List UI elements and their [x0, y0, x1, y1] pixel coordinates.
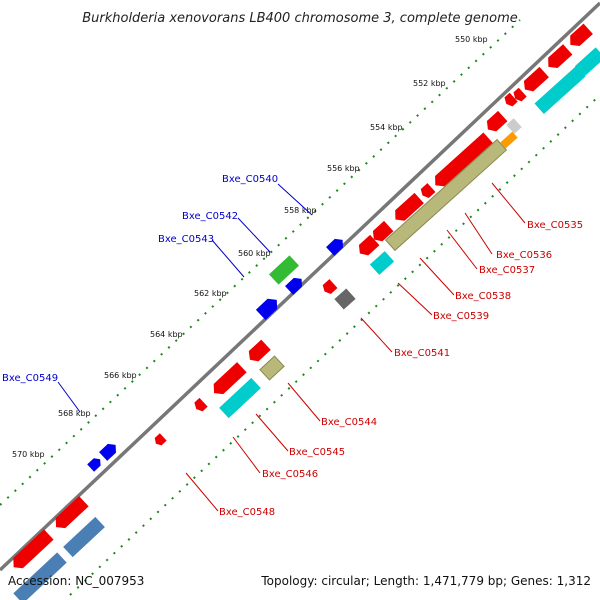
gene-arrow-cds[interactable]	[192, 397, 208, 414]
forward-features	[87, 235, 347, 472]
outer-tick-track	[0, 19, 521, 506]
gene-label-bxe-c0536[interactable]: Bxe_C0536	[496, 250, 552, 261]
tick-label: 566 kbp	[104, 371, 137, 380]
gene-arrow-cds[interactable]	[209, 362, 247, 398]
cog-block-bxe-c0541[interactable]	[334, 288, 356, 310]
gene-arrow-bxe-c0536[interactable]	[391, 192, 424, 225]
gene-arrow-bxe-c0543[interactable]	[285, 274, 306, 295]
tick-labels: 550 kbp 552 kbp 554 kbp 556 kbp 558 kbp …	[12, 35, 488, 459]
gene-arrow-cds[interactable]	[483, 110, 508, 135]
gene-label-bxe-c0540[interactable]: Bxe_C0540	[222, 174, 278, 185]
tick-label: 562 kbp	[194, 289, 227, 298]
map-title: Burkholderia xenovorans LB400 chromosome…	[82, 11, 518, 26]
cog-block-cyan[interactable]	[534, 66, 586, 114]
gene-label-bxe-c0543[interactable]: Bxe_C0543	[158, 234, 214, 245]
gene-arrow-trna[interactable]	[87, 456, 103, 472]
tick-label: 552 kbp	[413, 79, 446, 88]
gene-arrow-cds[interactable]	[544, 44, 573, 72]
cog-block-gray[interactable]	[506, 118, 522, 134]
gene-arrow-bxe-c0548[interactable]	[153, 433, 167, 447]
cog-block-orange[interactable]	[500, 131, 518, 149]
gene-arrow-cds[interactable]	[51, 496, 89, 532]
gene-label-bxe-c0542[interactable]: Bxe_C0542	[182, 211, 238, 222]
cog-block-bxe-c0544[interactable]	[259, 355, 285, 381]
cog-block-steel[interactable]	[13, 552, 67, 600]
cog-block-bxe-c0545[interactable]	[219, 377, 261, 419]
gene-label-bxe-c0537[interactable]: Bxe_C0537	[479, 265, 535, 276]
gene-arrow-cds[interactable]	[511, 87, 527, 104]
gene-arrow-bxe-c0542[interactable]	[326, 235, 347, 256]
gene-arrow-cds[interactable]	[419, 183, 436, 200]
gene-arrow-bxe-c0538[interactable]	[355, 234, 380, 259]
topology-summary: Topology: circular; Length: 1,471,779 bp…	[260, 574, 591, 588]
inner-tick-track	[69, 94, 600, 596]
gene-arrow-bxe-c0549[interactable]	[99, 440, 120, 461]
gene-arrow-cds[interactable]	[520, 66, 549, 95]
gene-label-bxe-c0548[interactable]: Bxe_C0548	[219, 507, 275, 518]
gene-arrow-cds[interactable]	[321, 279, 338, 296]
gene-arrow-cds[interactable]	[566, 23, 593, 50]
gene-label-bxe-c0549[interactable]: Bxe_C0549	[2, 373, 58, 384]
gene-arrow-bxe-c0540[interactable]	[268, 255, 300, 285]
cog-block-bxe-c0539[interactable]	[369, 251, 395, 275]
gene-label-bxe-c0544[interactable]: Bxe_C0544	[321, 417, 377, 428]
gene-label-bxe-c0541[interactable]: Bxe_C0541	[394, 348, 450, 359]
tick-label: 564 kbp	[150, 330, 183, 339]
gene-arrow-trna[interactable]	[255, 295, 282, 320]
gene-arrow-bxe-c0537[interactable]	[369, 220, 394, 245]
gene-label-bxe-c0538[interactable]: Bxe_C0538	[455, 291, 511, 302]
tick-label: 570 kbp	[12, 450, 45, 459]
reverse-leader-lines	[185, 182, 526, 512]
tick-label: 568 kbp	[58, 409, 91, 418]
tick-label: 556 kbp	[327, 164, 360, 173]
forward-labels: Bxe_C0540 Bxe_C0542 Bxe_C0543 Bxe_C0549	[2, 174, 278, 384]
tick-label: 554 kbp	[370, 123, 403, 132]
gene-arrow-cds[interactable]	[245, 339, 271, 365]
gene-label-bxe-c0545[interactable]: Bxe_C0545	[289, 447, 345, 458]
tick-label: 558 kbp	[284, 206, 317, 215]
tick-label: 560 kbp	[238, 249, 271, 258]
reverse-labels: Bxe_C0535 Bxe_C0536 Bxe_C0537 Bxe_C0538 …	[219, 220, 583, 518]
gene-arrow-cds[interactable]	[502, 92, 518, 109]
gene-label-bxe-c0546[interactable]: Bxe_C0546	[262, 469, 318, 480]
reverse-features	[9, 23, 600, 600]
forward-leader-lines	[57, 183, 313, 413]
cog-block-olive[interactable]	[384, 138, 508, 252]
cog-block-steel[interactable]	[63, 516, 105, 558]
gene-label-bxe-c0539[interactable]: Bxe_C0539	[433, 311, 489, 322]
gene-arrow-bxe-c0535[interactable]	[431, 132, 493, 191]
cog-block-cyan[interactable]	[574, 47, 600, 77]
gene-arrow-cds[interactable]	[9, 529, 54, 572]
gene-label-bxe-c0535[interactable]: Bxe_C0535	[527, 220, 583, 231]
accession-text: Accession: NC_007953	[8, 574, 144, 588]
tick-label: 550 kbp	[455, 35, 488, 44]
